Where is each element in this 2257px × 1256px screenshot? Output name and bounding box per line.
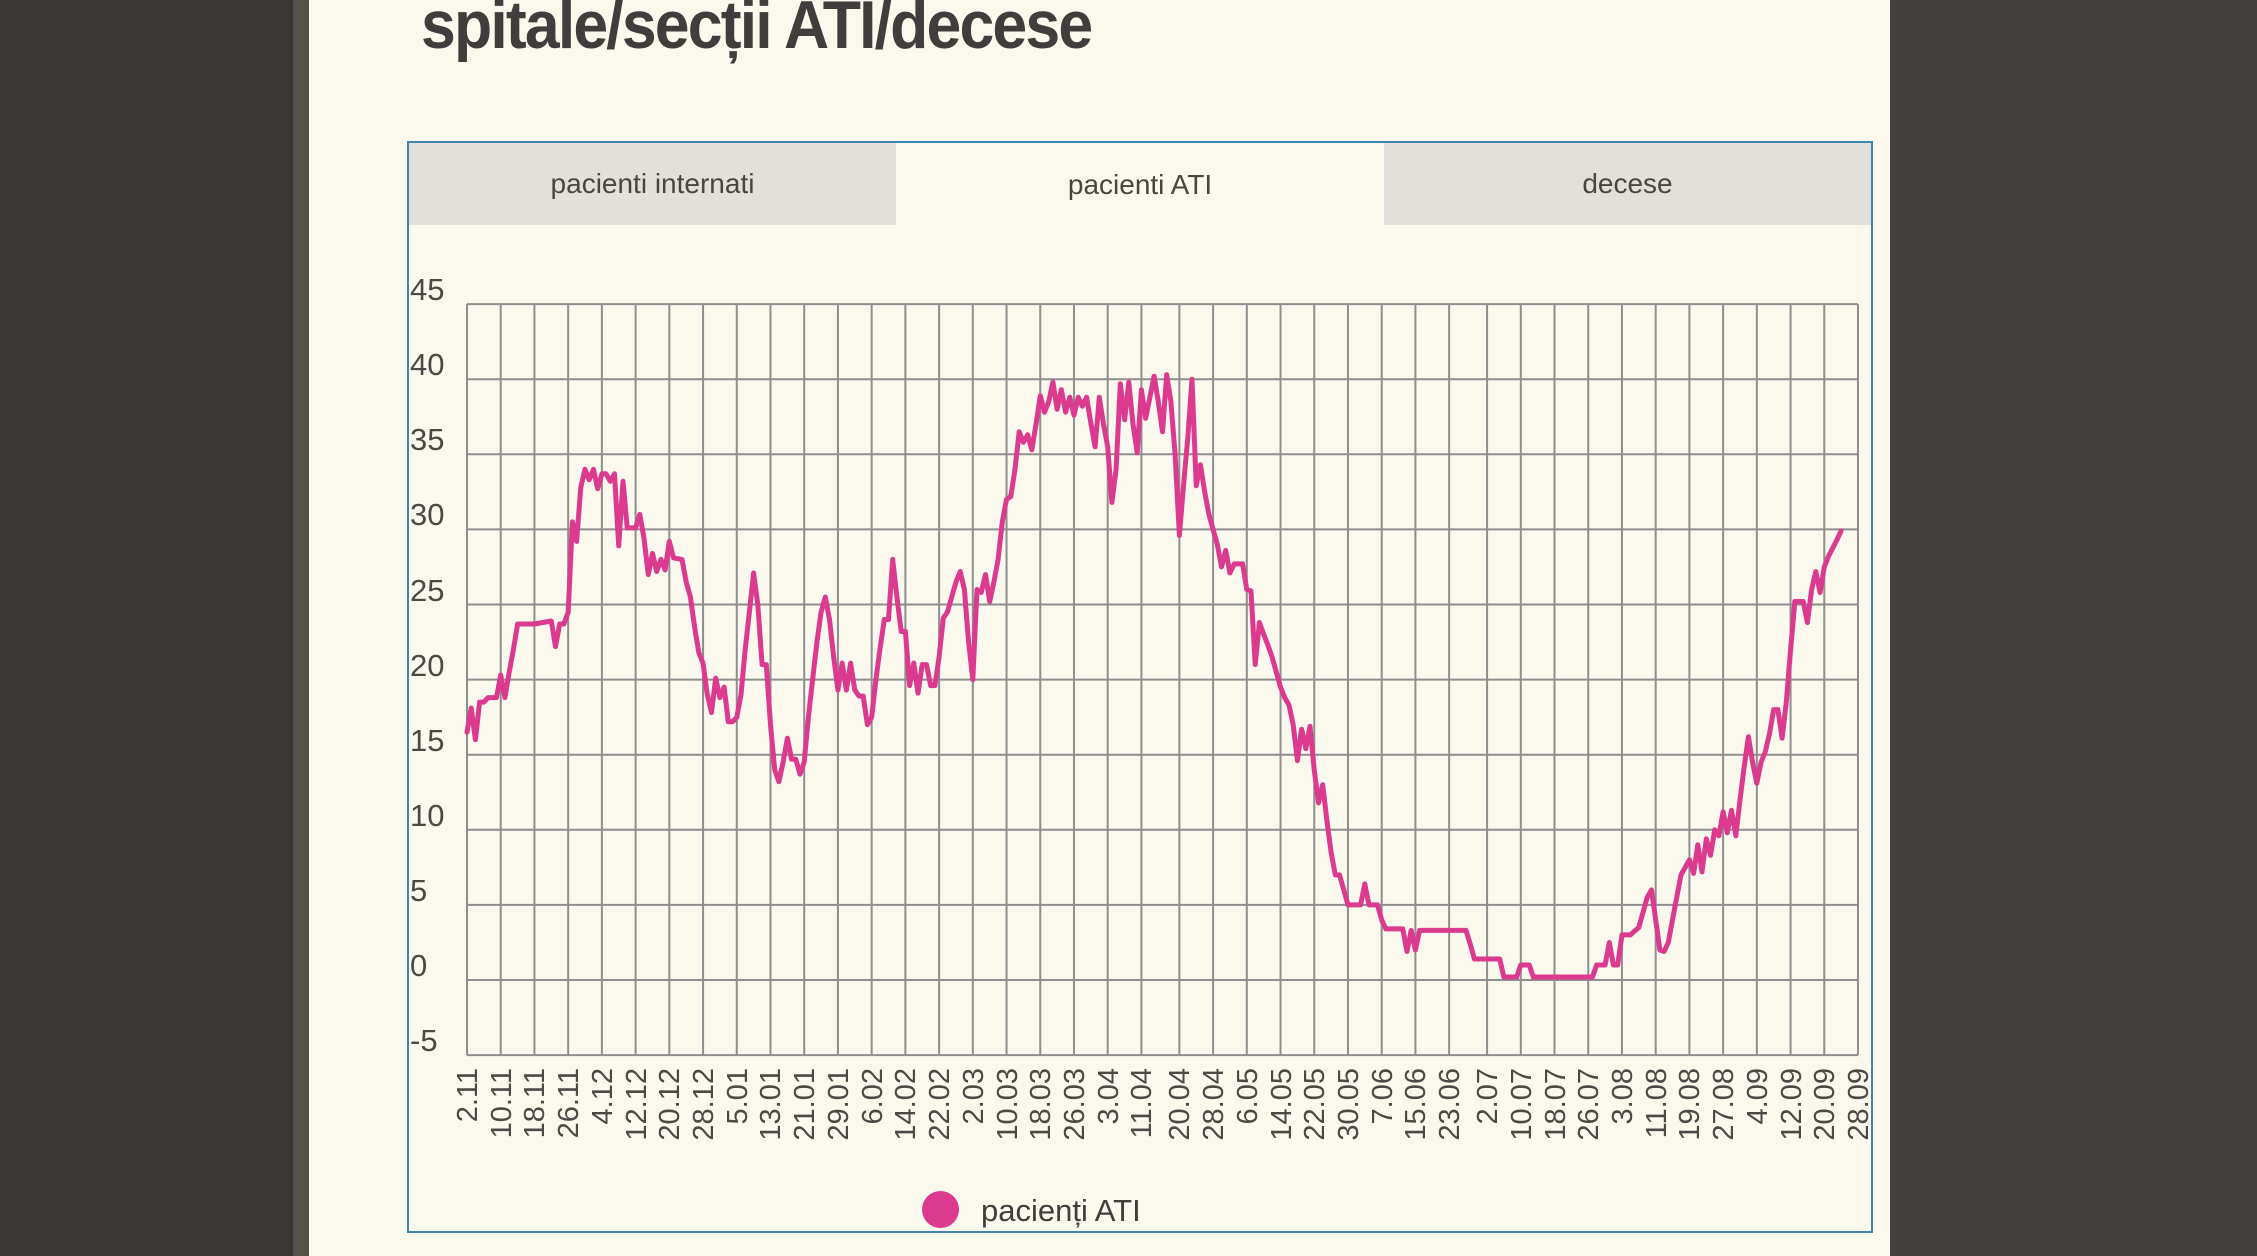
y-tick-label: 35: [410, 422, 445, 458]
x-tick-label: 20.09: [1809, 1068, 1842, 1141]
x-tick-label: 28.09: [1843, 1068, 1875, 1141]
y-tick-label: -5: [410, 1023, 438, 1059]
x-tick-label: 23.06: [1434, 1068, 1467, 1141]
x-tick-label: 14.05: [1265, 1068, 1298, 1141]
page-content: spitale/secții ATI/decese pacienti inter…: [309, 0, 1890, 1256]
x-tick-label: 14.02: [890, 1068, 923, 1141]
y-tick-label: 25: [410, 572, 445, 608]
x-tick-label: 26.03: [1058, 1068, 1091, 1141]
tab-label: pacienti internati: [550, 168, 755, 199]
x-tick-label: 22.02: [924, 1068, 957, 1141]
x-tick-label: 20.04: [1164, 1068, 1197, 1141]
x-tick-label: 22.05: [1299, 1068, 1332, 1141]
x-tick-label: 5.01: [721, 1068, 754, 1125]
chart-legend: pacienți ATI: [409, 1191, 1871, 1231]
x-tick-label: 4.12: [586, 1068, 619, 1125]
x-tick-label: 12.09: [1775, 1068, 1808, 1141]
x-tick-label: 2.03: [957, 1068, 990, 1125]
x-tick-label: 18.11: [519, 1068, 552, 1139]
legend-label: pacienți ATI: [981, 1193, 1141, 1228]
tab-pacienti-internati[interactable]: pacienti internati: [409, 143, 896, 225]
tab-pacienti-ati[interactable]: pacienti ATI: [896, 143, 1384, 249]
y-tick-label: 20: [410, 647, 445, 683]
y-tick-label: 0: [410, 948, 428, 983]
x-tick-label: 10.11: [485, 1068, 518, 1139]
left-frame-strip: [293, 0, 309, 1256]
line-chart: 45 40 35 30 25 20 15 10 5 0 -5 2.11 10.11 18.11 26.11…: [409, 143, 1875, 1231]
left-frame-bar: [0, 0, 293, 1256]
x-tick-label: 3.04: [1092, 1068, 1125, 1125]
x-tick-label: 7.06: [1366, 1068, 1399, 1125]
x-tick-label: 18.03: [1025, 1068, 1058, 1141]
y-tick-label: 10: [410, 797, 445, 833]
x-tick-label: 26.07: [1573, 1068, 1606, 1141]
chart-panel: pacienti internati pacienti ATI decese 4…: [407, 141, 1875, 1233]
x-tick-label: 15.06: [1400, 1068, 1433, 1141]
x-tick-label: 28.04: [1198, 1068, 1231, 1141]
x-tick-label: 6.05: [1231, 1068, 1264, 1125]
tab-label: decese: [1582, 168, 1673, 199]
tab-decese[interactable]: decese: [1384, 143, 1871, 225]
x-tick-label: 12.12: [620, 1068, 653, 1141]
y-tick-label: 45: [410, 272, 445, 308]
x-tick-label: 11.04: [1126, 1068, 1159, 1139]
x-tick-label: 6.02: [856, 1068, 889, 1125]
page-title: spitale/secții ATI/decese: [421, 0, 1093, 63]
legend-dot-icon: [922, 1191, 959, 1228]
x-tick-label: 11.08: [1640, 1068, 1673, 1139]
x-tick-label: 18.07: [1539, 1068, 1572, 1141]
x-tick-label: 3.08: [1606, 1068, 1639, 1125]
tab-label: pacienti ATI: [1067, 169, 1213, 200]
x-tick-label: 28.12: [688, 1068, 721, 1141]
x-tick-label: 30.05: [1332, 1068, 1365, 1141]
x-tick-label: 4.09: [1741, 1068, 1774, 1125]
x-tick-label: 10.03: [991, 1068, 1024, 1141]
x-tick-label: 27.08: [1708, 1068, 1741, 1141]
x-tick-label: 10.07: [1505, 1068, 1538, 1141]
y-tick-label: 30: [410, 497, 445, 533]
y-tick-label: 40: [410, 347, 445, 383]
x-tick-label: 13.01: [755, 1068, 788, 1141]
x-tick-label: 26.11: [553, 1068, 586, 1139]
x-tick-label: 2.07: [1472, 1068, 1505, 1125]
x-tick-label: 20.12: [654, 1068, 687, 1141]
x-tick-label: 21.01: [789, 1068, 822, 1141]
y-tick-label: 15: [410, 722, 445, 758]
tabs-row: pacienti internati pacienti ATI decese: [409, 143, 1871, 249]
y-tick-label: 5: [410, 872, 428, 908]
x-tick-label: 29.01: [822, 1068, 855, 1141]
x-tick-label: 2.11: [452, 1068, 484, 1123]
x-tick-label: 19.08: [1674, 1068, 1707, 1141]
